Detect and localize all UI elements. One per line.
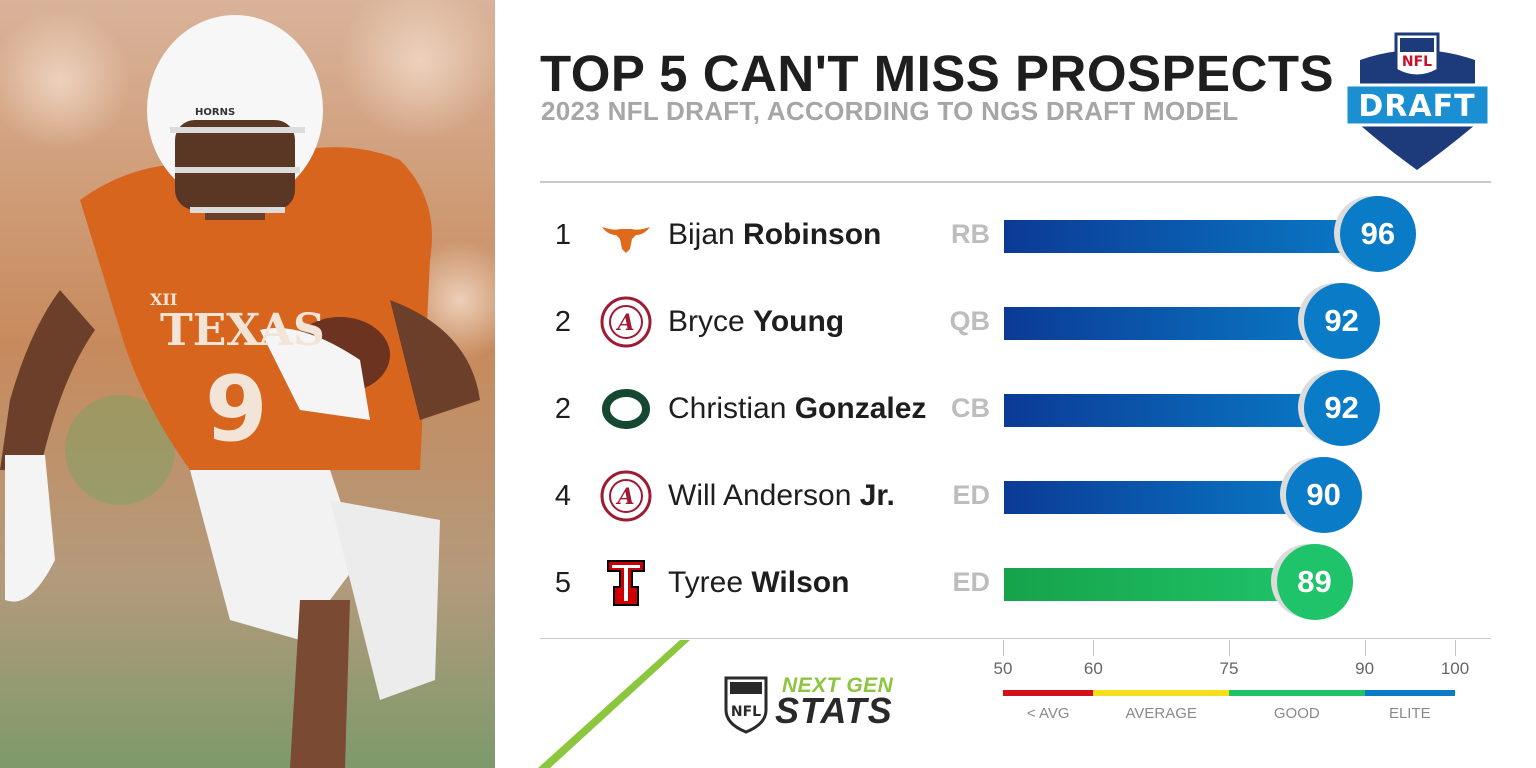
scale-segment-label: < AVG	[1026, 705, 1070, 722]
score-value: 90	[1285, 457, 1362, 533]
longhorn-icon	[600, 209, 652, 261]
scale-segment-label: GOOD	[1273, 705, 1320, 722]
scale-segment	[1229, 690, 1365, 696]
score-value: 96	[1339, 196, 1416, 272]
rank-number: 2	[554, 306, 572, 338]
scale-segment	[1364, 690, 1455, 696]
scale-segment	[1003, 690, 1094, 696]
player-name: Bryce Young	[668, 305, 844, 339]
player-last-name: Jr.	[859, 479, 895, 512]
texas-tech-icon	[600, 557, 652, 609]
svg-text:NFL: NFL	[1402, 54, 1432, 70]
scale-tick-label: 75	[1219, 659, 1239, 678]
position-label: RB	[951, 219, 990, 249]
score-bar	[1004, 568, 1315, 601]
prospect-row: 5 Tyree Wilson ED 89	[540, 544, 1500, 620]
position-label: QB	[949, 306, 991, 336]
player-first-name: Will Anderson	[668, 479, 860, 512]
svg-text:A: A	[615, 310, 634, 336]
alabama-icon: A	[600, 296, 652, 348]
scale-tick	[1003, 640, 1004, 656]
prospect-row: 2 A Bryce Young QB 92	[540, 283, 1500, 359]
player-name: Christian Gonzalez	[668, 392, 926, 426]
brand-bottom: STATS	[775, 690, 893, 731]
scale-segment-label: ELITE	[1388, 705, 1431, 722]
next-gen-stats-logo: NFL NEXT GEN STATS	[720, 668, 920, 734]
prospect-row: 2 Christian Gonzalez CB 92	[540, 370, 1500, 446]
scale-tick	[1364, 640, 1366, 656]
score-bar	[1004, 394, 1342, 427]
player-first-name: Bijan	[668, 218, 744, 251]
page-title: TOP 5 CAN'T MISS PROSPECTS	[540, 45, 1335, 102]
scale-tick-label: 100	[1440, 659, 1470, 678]
accent-stripe	[538, 640, 690, 768]
position-label: ED	[952, 567, 990, 597]
oregon-icon	[600, 383, 652, 435]
svg-text:TEXAS: TEXAS	[160, 305, 325, 356]
top-divider	[540, 181, 1491, 183]
player-last-name: Robinson	[743, 218, 882, 251]
svg-text:HORNS: HORNS	[195, 107, 235, 118]
score-bar	[1004, 220, 1378, 253]
rank-number: 4	[554, 480, 572, 512]
rank-number: 2	[554, 393, 572, 425]
page-subtitle: 2023 NFL DRAFT, ACCORDING TO NGS DRAFT M…	[541, 96, 1239, 126]
rating-scale: 50 60 75 90 100 < AVG AVERAGE GOOD ELITE	[994, 640, 1469, 730]
brand-top: NEXT GEN	[782, 674, 894, 697]
scale-tick-label: 90	[1355, 659, 1375, 678]
bottom-divider	[540, 638, 1491, 639]
svg-text:XII: XII	[150, 290, 177, 309]
prospect-row: 4 A Will Anderson Jr. ED 90	[540, 457, 1500, 533]
score-bar	[1004, 481, 1324, 514]
position-label: CB	[951, 393, 990, 423]
alabama-icon: A	[600, 470, 652, 522]
player-last-name: Wilson	[751, 566, 850, 599]
player-last-name: Young	[753, 305, 845, 338]
scale-tick	[1093, 640, 1095, 656]
nfl-draft-logo: NFL DRAFT	[1340, 30, 1495, 172]
scale-segment-label: AVERAGE	[1125, 705, 1197, 722]
scale-segment	[1093, 690, 1229, 696]
svg-text:9: 9	[205, 357, 268, 462]
score-value: 92	[1303, 370, 1380, 446]
player-first-name: Tyree	[668, 566, 752, 599]
player-name: Tyree Wilson	[668, 566, 849, 600]
scale-tick-label: 50	[993, 659, 1013, 678]
scale-tick	[1455, 640, 1456, 656]
scale-tick-label: 60	[1083, 659, 1103, 678]
rank-number: 1	[554, 219, 572, 251]
scale-tick	[1229, 640, 1230, 656]
score-bar	[1004, 307, 1342, 340]
position-label: ED	[952, 480, 990, 510]
player-name: Bijan Robinson	[668, 218, 881, 252]
player-photo: TEXAS 9 HORNS XII	[0, 0, 495, 768]
player-first-name: Christian	[668, 392, 795, 425]
svg-text:DRAFT: DRAFT	[1358, 89, 1475, 124]
svg-text:NFL: NFL	[731, 704, 761, 720]
nfl-shield-icon: NFL	[724, 676, 768, 734]
score-value: 92	[1303, 283, 1380, 359]
score-value: 89	[1276, 544, 1353, 620]
player-first-name: Bryce	[668, 305, 754, 338]
player-name: Will Anderson Jr.	[668, 479, 895, 513]
player-last-name: Gonzalez	[794, 392, 927, 425]
svg-text:A: A	[615, 484, 634, 510]
prospect-row: 1 Bijan Robinson RB 96	[540, 196, 1500, 272]
rank-number: 5	[554, 567, 572, 599]
